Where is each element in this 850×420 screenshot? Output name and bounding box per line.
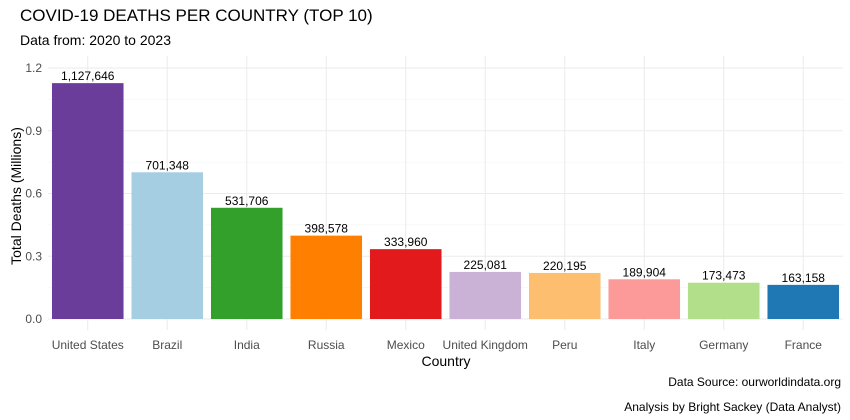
data-label: 173,473	[702, 269, 746, 283]
bar	[608, 279, 681, 319]
bar	[51, 83, 124, 319]
x-tick-label: Russia	[308, 338, 345, 352]
x-tick-label: United Kingdom	[443, 338, 528, 352]
bar	[528, 272, 601, 319]
data-label: 333,960	[384, 235, 428, 249]
data-label: 163,158	[782, 271, 826, 285]
bar	[210, 207, 283, 319]
data-source-caption: Data Source: ourworldindata.org	[668, 375, 841, 389]
x-tick-label: India	[234, 338, 260, 352]
bar	[290, 235, 363, 319]
bar	[687, 282, 760, 319]
data-label: 220,195	[543, 259, 587, 273]
data-label: 531,706	[225, 194, 269, 208]
x-tick-label: United States	[52, 338, 124, 352]
bar	[131, 172, 204, 319]
y-tick-label: 0.3	[25, 249, 42, 263]
x-tick-label: Brazil	[152, 338, 182, 352]
bar	[369, 249, 442, 319]
y-tick-label: 0.6	[25, 187, 42, 201]
chart-subtitle: Data from: 2020 to 2023	[20, 32, 171, 48]
data-label: 189,904	[623, 265, 667, 279]
y-tick-label: 0.0	[25, 312, 42, 326]
data-label: 701,348	[146, 158, 190, 172]
x-tick-label: Italy	[633, 338, 655, 352]
data-label: 398,578	[305, 222, 349, 236]
x-tick-label: Germany	[699, 338, 748, 352]
data-label: 225,081	[464, 258, 508, 272]
x-axis-label: Country	[421, 353, 471, 369]
data-label: 1,127,646	[61, 69, 115, 83]
y-tick-label: 0.9	[25, 124, 42, 138]
bar	[449, 271, 522, 319]
x-tick-label: Mexico	[387, 338, 425, 352]
analysis-caption: Analysis by Bright Sackey (Data Analyst)	[624, 400, 841, 414]
x-tick-label: Peru	[552, 338, 577, 352]
chart-title: COVID-19 DEATHS PER COUNTRY (TOP 10)	[20, 6, 373, 25]
y-tick-label: 1.2	[25, 61, 42, 75]
x-tick-label: France	[785, 338, 823, 352]
bar	[767, 284, 840, 319]
